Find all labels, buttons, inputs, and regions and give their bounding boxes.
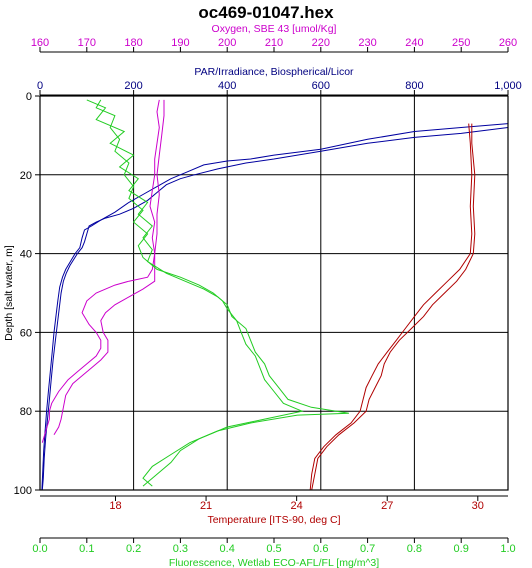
temperature-profile-line xyxy=(311,123,476,491)
chart-title: oc469-01047.hex xyxy=(198,3,334,22)
depth-tick-label: 20 xyxy=(20,170,32,182)
temperature-tick-label: 18 xyxy=(109,500,121,512)
par-tick-label: 200 xyxy=(124,80,142,92)
depth-tick-label: 40 xyxy=(20,249,32,261)
depth-tick-label: 80 xyxy=(20,406,32,418)
oxygen-tick-label: 260 xyxy=(499,37,517,49)
par-profile-line xyxy=(41,127,509,491)
depth-tick-label: 100 xyxy=(14,485,32,497)
oxygen-tick-label: 200 xyxy=(218,37,236,49)
temperature-axis-label: Temperature [ITS-90, deg C] xyxy=(207,514,340,526)
fluorescence-profile-line xyxy=(86,99,349,487)
temperature-tick-label: 21 xyxy=(200,500,212,512)
par-tick-label: 1,000 xyxy=(494,80,522,92)
fluorescence-tick-label: 0.4 xyxy=(220,543,235,555)
fluorescence-axis-label: Fluorescence, Wetlab ECO-AFL/FL [mg/m^3] xyxy=(169,557,379,568)
par-tick-label: 400 xyxy=(218,80,236,92)
depth-tick-label: 60 xyxy=(20,327,32,339)
fluorescence-tick-label: 0.6 xyxy=(313,543,328,555)
oxygen-tick-label: 230 xyxy=(358,37,376,49)
par-profile-line xyxy=(41,123,509,491)
series-layer xyxy=(41,99,509,491)
depth-tick-label: 0 xyxy=(26,91,32,103)
fluorescence-tick-label: 0.8 xyxy=(407,543,422,555)
oxygen-tick-label: 160 xyxy=(31,37,49,49)
fluorescence-tick-label: 0.0 xyxy=(32,543,47,555)
par-tick-label: 0 xyxy=(37,80,43,92)
oxygen-tick-label: 190 xyxy=(171,37,189,49)
fluorescence-profile-line xyxy=(95,99,304,487)
par-tick-label: 600 xyxy=(312,80,330,92)
temperature-tick-label: 24 xyxy=(291,500,303,512)
oxygen-profile-line xyxy=(53,99,165,436)
fluorescence-tick-label: 0.5 xyxy=(266,543,281,555)
par-axis-label: PAR/Irradiance, Biospherical/Licor xyxy=(194,66,354,78)
oxygen-tick-label: 250 xyxy=(452,37,470,49)
oxygen-tick-label: 240 xyxy=(405,37,423,49)
temperature-profile-line xyxy=(309,123,473,491)
oxygen-profile-line xyxy=(41,99,160,443)
temperature-tick-label: 30 xyxy=(472,500,484,512)
oxygen-tick-label: 210 xyxy=(265,37,283,49)
fluorescence-tick-label: 0.9 xyxy=(454,543,469,555)
par-tick-label: 800 xyxy=(405,80,423,92)
fluorescence-tick-label: 0.7 xyxy=(360,543,375,555)
depth-axis-label: Depth [salt water, m] xyxy=(3,245,15,341)
fluorescence-tick-label: 0.1 xyxy=(79,543,94,555)
oxygen-tick-label: 220 xyxy=(312,37,330,49)
temperature-tick-label: 27 xyxy=(381,500,393,512)
fluorescence-tick-label: 0.2 xyxy=(126,543,141,555)
oxygen-tick-label: 180 xyxy=(124,37,142,49)
oxygen-tick-label: 170 xyxy=(78,37,96,49)
plot-frame xyxy=(39,95,509,491)
fluorescence-tick-label: 0.3 xyxy=(173,543,188,555)
oxygen-axis-label: Oxygen, SBE 43 [umol/Kg] xyxy=(212,23,337,35)
axes-layer: 0 20 40 60 80 100 Depth [salt water, m] 160 170 1… xyxy=(3,23,522,568)
fluorescence-tick-label: 1.0 xyxy=(500,543,515,555)
